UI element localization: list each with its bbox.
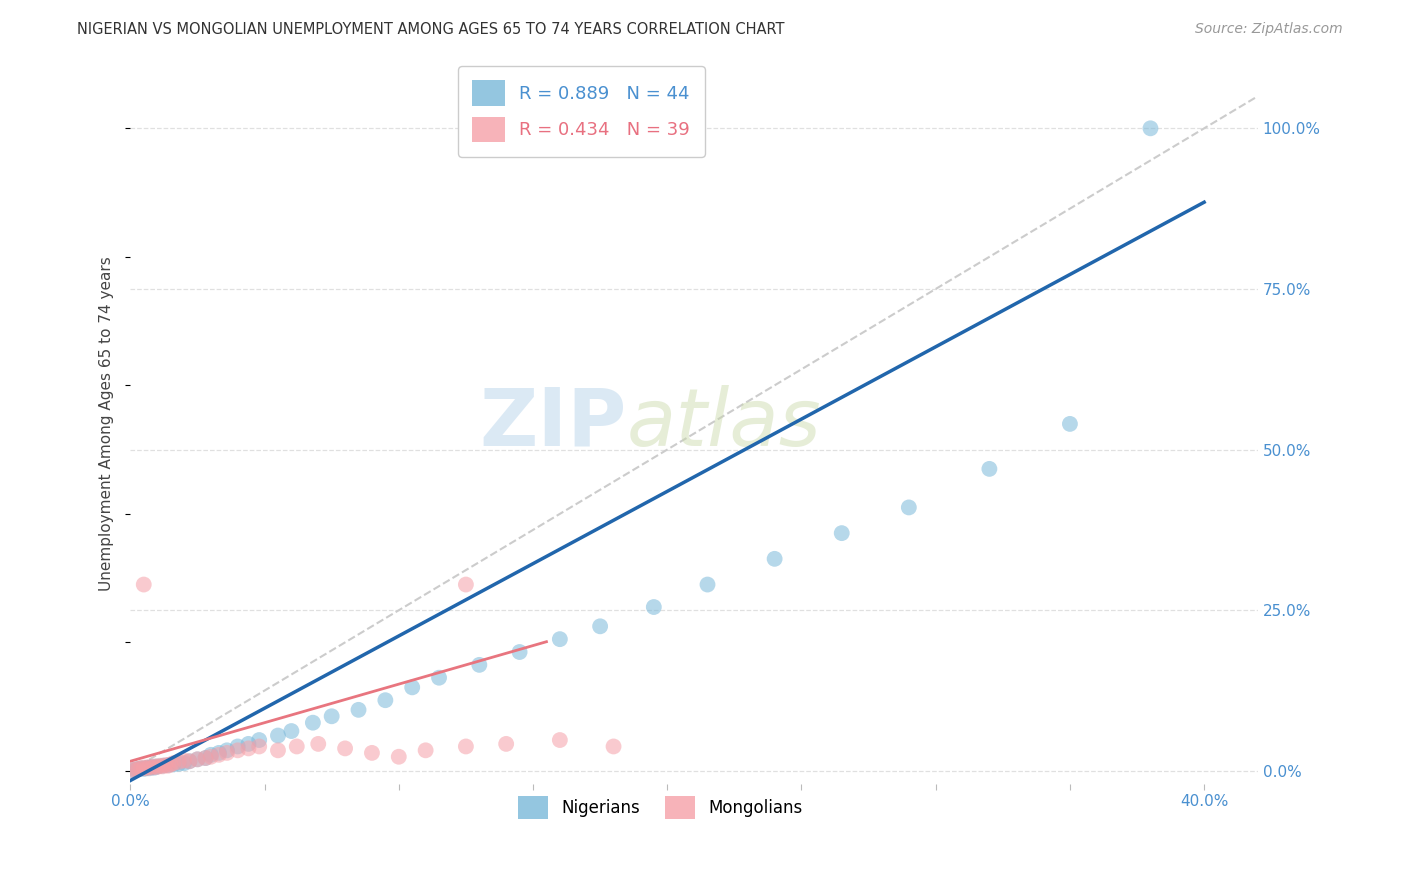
Nigerians: [138, 761, 160, 775]
Nigerians: [162, 757, 184, 772]
Nigerians: [208, 746, 231, 760]
Mongolians: [333, 741, 356, 756]
Nigerians: [897, 500, 920, 515]
Mongolians: [155, 758, 177, 772]
Y-axis label: Unemployment Among Ages 65 to 74 years: Unemployment Among Ages 65 to 74 years: [100, 257, 114, 591]
Mongolians: [138, 760, 160, 774]
Nigerians: [156, 758, 179, 772]
Mongolians: [132, 761, 155, 775]
Mongolians: [129, 761, 152, 775]
Mongolians: [127, 762, 149, 776]
Legend: Nigerians, Mongolians: Nigerians, Mongolians: [512, 789, 810, 826]
Nigerians: [238, 737, 260, 751]
Nigerians: [374, 693, 396, 707]
Nigerians: [167, 756, 190, 771]
Nigerians: [247, 733, 270, 747]
Mongolians: [285, 739, 308, 754]
Nigerians: [129, 761, 152, 775]
Nigerians: [173, 756, 195, 771]
Mongolians: [159, 757, 181, 772]
Nigerians: [143, 761, 166, 775]
Mongolians: [307, 737, 329, 751]
Nigerians: [347, 703, 370, 717]
Mongolians: [186, 752, 208, 766]
Nigerians: [226, 739, 249, 754]
Nigerians: [135, 761, 157, 775]
Mongolians: [415, 743, 437, 757]
Nigerians: [132, 762, 155, 776]
Nigerians: [509, 645, 531, 659]
Mongolians: [200, 749, 222, 764]
Mongolians: [548, 733, 571, 747]
Nigerians: [194, 751, 217, 765]
Mongolians: [454, 739, 477, 754]
Mongolians: [194, 751, 217, 765]
Mongolians: [388, 749, 411, 764]
Mongolians: [141, 761, 163, 775]
Mongolians: [146, 760, 169, 774]
Text: ZIP: ZIP: [479, 384, 627, 463]
Nigerians: [696, 577, 718, 591]
Nigerians: [125, 763, 148, 777]
Nigerians: [280, 724, 302, 739]
Text: atlas: atlas: [627, 384, 821, 463]
Mongolians: [226, 743, 249, 757]
Nigerians: [1059, 417, 1081, 431]
Mongolians: [122, 763, 145, 777]
Mongolians: [125, 763, 148, 777]
Nigerians: [122, 763, 145, 777]
Mongolians: [135, 761, 157, 775]
Nigerians: [643, 600, 665, 615]
Nigerians: [401, 681, 423, 695]
Nigerians: [141, 760, 163, 774]
Mongolians: [247, 739, 270, 754]
Nigerians: [215, 743, 238, 757]
Text: Source: ZipAtlas.com: Source: ZipAtlas.com: [1195, 22, 1343, 37]
Nigerians: [427, 671, 450, 685]
Nigerians: [179, 754, 201, 768]
Nigerians: [1139, 121, 1161, 136]
Mongolians: [152, 759, 174, 773]
Mongolians: [179, 754, 201, 768]
Mongolians: [208, 747, 231, 762]
Nigerians: [831, 526, 853, 541]
Nigerians: [589, 619, 612, 633]
Mongolians: [454, 577, 477, 591]
Mongolians: [173, 754, 195, 768]
Nigerians: [979, 462, 1001, 476]
Nigerians: [548, 632, 571, 647]
Mongolians: [238, 741, 260, 756]
Mongolians: [156, 758, 179, 772]
Nigerians: [321, 709, 343, 723]
Mongolians: [495, 737, 517, 751]
Mongolians: [143, 759, 166, 773]
Nigerians: [468, 657, 491, 672]
Nigerians: [200, 747, 222, 762]
Mongolians: [602, 739, 624, 754]
Mongolians: [162, 756, 184, 771]
Mongolians: [267, 743, 290, 757]
Nigerians: [186, 752, 208, 766]
Nigerians: [127, 762, 149, 776]
Mongolians: [149, 758, 172, 772]
Nigerians: [267, 729, 290, 743]
Nigerians: [302, 715, 325, 730]
Mongolians: [167, 755, 190, 769]
Nigerians: [763, 551, 786, 566]
Nigerians: [152, 758, 174, 772]
Nigerians: [146, 759, 169, 773]
Mongolians: [215, 746, 238, 760]
Mongolians: [361, 746, 384, 760]
Mongolians: [132, 577, 155, 591]
Text: NIGERIAN VS MONGOLIAN UNEMPLOYMENT AMONG AGES 65 TO 74 YEARS CORRELATION CHART: NIGERIAN VS MONGOLIAN UNEMPLOYMENT AMONG…: [77, 22, 785, 37]
